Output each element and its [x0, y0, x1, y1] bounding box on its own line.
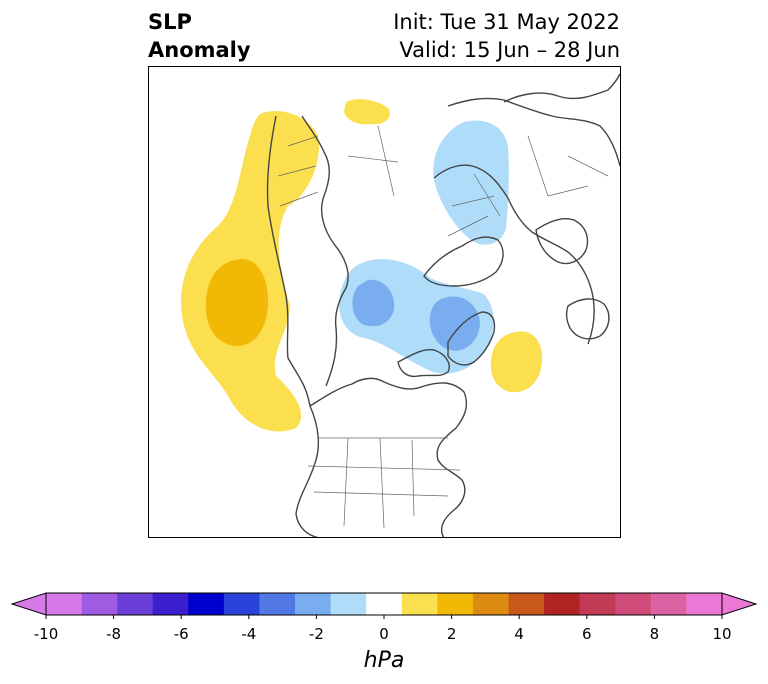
- colorbar-segment: [686, 593, 723, 615]
- colorbar-segment: [508, 593, 545, 615]
- colorbar-unit-label: hPa: [364, 648, 405, 673]
- colorbar-tick-label: -6: [174, 625, 189, 643]
- colorbar-tick-label: -4: [241, 625, 256, 643]
- country-borders: [277, 125, 609, 529]
- colorbar-segment: [401, 593, 438, 615]
- positive-anomaly-atlantic: [490, 331, 543, 393]
- colorbar-over-arrow: [721, 592, 758, 616]
- map-frame: [148, 66, 621, 538]
- map-title: SLP Anomaly: [148, 8, 251, 64]
- positive-anomaly-siberia: [344, 99, 390, 125]
- negative-anomaly-arctic-core-east: [429, 296, 480, 351]
- init-date: Init: Tue 31 May 2022: [393, 10, 620, 34]
- colorbar-segment: [259, 593, 296, 615]
- valid-range: Valid: 15 Jun – 28 Jun: [399, 38, 620, 62]
- colorbar-segment: [188, 593, 225, 615]
- colorbar-segment: [117, 593, 154, 615]
- anomaly-map: [148, 66, 621, 538]
- colorbar-segment: [579, 593, 616, 615]
- colorbar-segment: [330, 593, 367, 615]
- colorbar: -10 -8 -6 -4 -2 0 2 4 6 8 10 hPa: [10, 592, 758, 673]
- colorbar-segment: [472, 593, 509, 615]
- colorbar-segment: [81, 593, 118, 615]
- forecast-dates: Init: Tue 31 May 2022 Valid: 15 Jun – 28…: [393, 8, 620, 64]
- negative-anomaly-europe: [433, 120, 509, 245]
- colorbar-segment: [295, 593, 332, 615]
- positive-anomaly-pacific-core: [205, 259, 268, 346]
- colorbar-tick-label: 6: [582, 625, 592, 643]
- colorbar-tick-label: 4: [514, 625, 524, 643]
- title-line-2: Anomaly: [148, 38, 251, 62]
- coastlines: [266, 73, 621, 538]
- colorbar-tick-label: 0: [379, 625, 389, 643]
- colorbar-tick-label: -2: [309, 625, 324, 643]
- colorbar-segment: [650, 593, 687, 615]
- colorbar-tick-label: -8: [106, 625, 121, 643]
- colorbar-segment: [46, 593, 82, 615]
- colorbar-segments: [46, 593, 723, 615]
- colorbar-ticks: -10 -8 -6 -4 -2 0 2 4 6 8 10: [34, 615, 732, 643]
- colorbar-tick-label: 10: [712, 625, 731, 643]
- colorbar-segment: [615, 593, 652, 615]
- colorbar-tick-label: 2: [447, 625, 457, 643]
- colorbar-segment: [544, 593, 581, 615]
- colorbar-segment: [152, 593, 189, 615]
- colorbar-tick-label: -10: [34, 625, 59, 643]
- negative-anomaly-arctic-core-west: [352, 279, 395, 327]
- colorbar-segment: [223, 593, 260, 615]
- colorbar-tick-label: 8: [650, 625, 660, 643]
- title-line-1: SLP: [148, 10, 192, 34]
- colorbar-segment: [437, 593, 474, 615]
- colorbar-under-arrow: [10, 592, 47, 616]
- colorbar-segment: [366, 593, 403, 615]
